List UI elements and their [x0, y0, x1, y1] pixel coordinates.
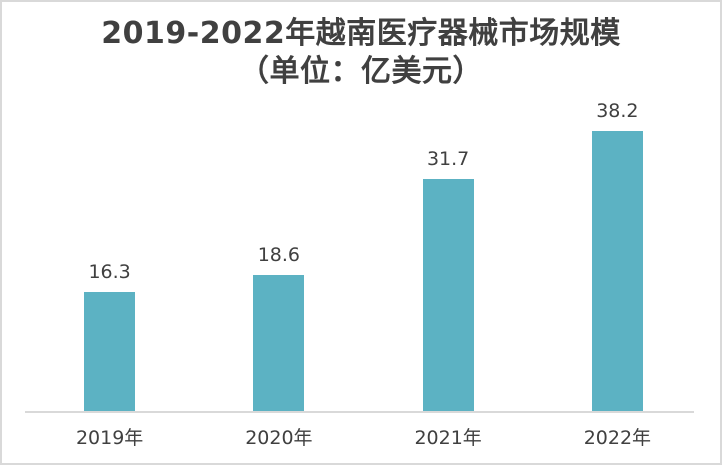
bar-value-label: 38.2: [596, 100, 639, 122]
chart-title-line1: 2019-2022年越南医疗器械市场规模: [101, 16, 621, 51]
chart-title: 2019-2022年越南医疗器械市场规模 （单位：亿美元）: [2, 15, 720, 90]
bar-column: 38.2: [533, 98, 702, 412]
bar-column: 16.3: [25, 98, 194, 412]
bar-column: 31.7: [364, 98, 533, 412]
chart-title-line2: （单位：亿美元）: [239, 53, 483, 89]
x-axis-tick-label: 2020年: [245, 427, 313, 449]
bar-column: 18.6: [194, 98, 363, 412]
x-axis-tick-label: 2021年: [414, 427, 482, 449]
x-axis-tick-label: 2019年: [75, 427, 144, 449]
x-axis-line: [25, 411, 694, 413]
bar-value-label: 31.7: [426, 148, 470, 170]
bar: [591, 131, 643, 412]
bar-value-label: 16.3: [88, 261, 131, 283]
x-axis-labels: 2019年 2020年 2021年 2022年: [25, 423, 702, 450]
bars-container: 16.3 18.6 31.7 38.2: [25, 98, 702, 412]
plot-area: 16.3 18.6 31.7 38.2 2019年 2020年 2021年 20…: [25, 98, 702, 449]
bar: [422, 179, 474, 412]
bar: [253, 275, 305, 412]
x-axis-tick-label: 2022年: [583, 427, 652, 449]
bar: [84, 292, 136, 412]
bar-value-label: 18.6: [257, 244, 301, 266]
